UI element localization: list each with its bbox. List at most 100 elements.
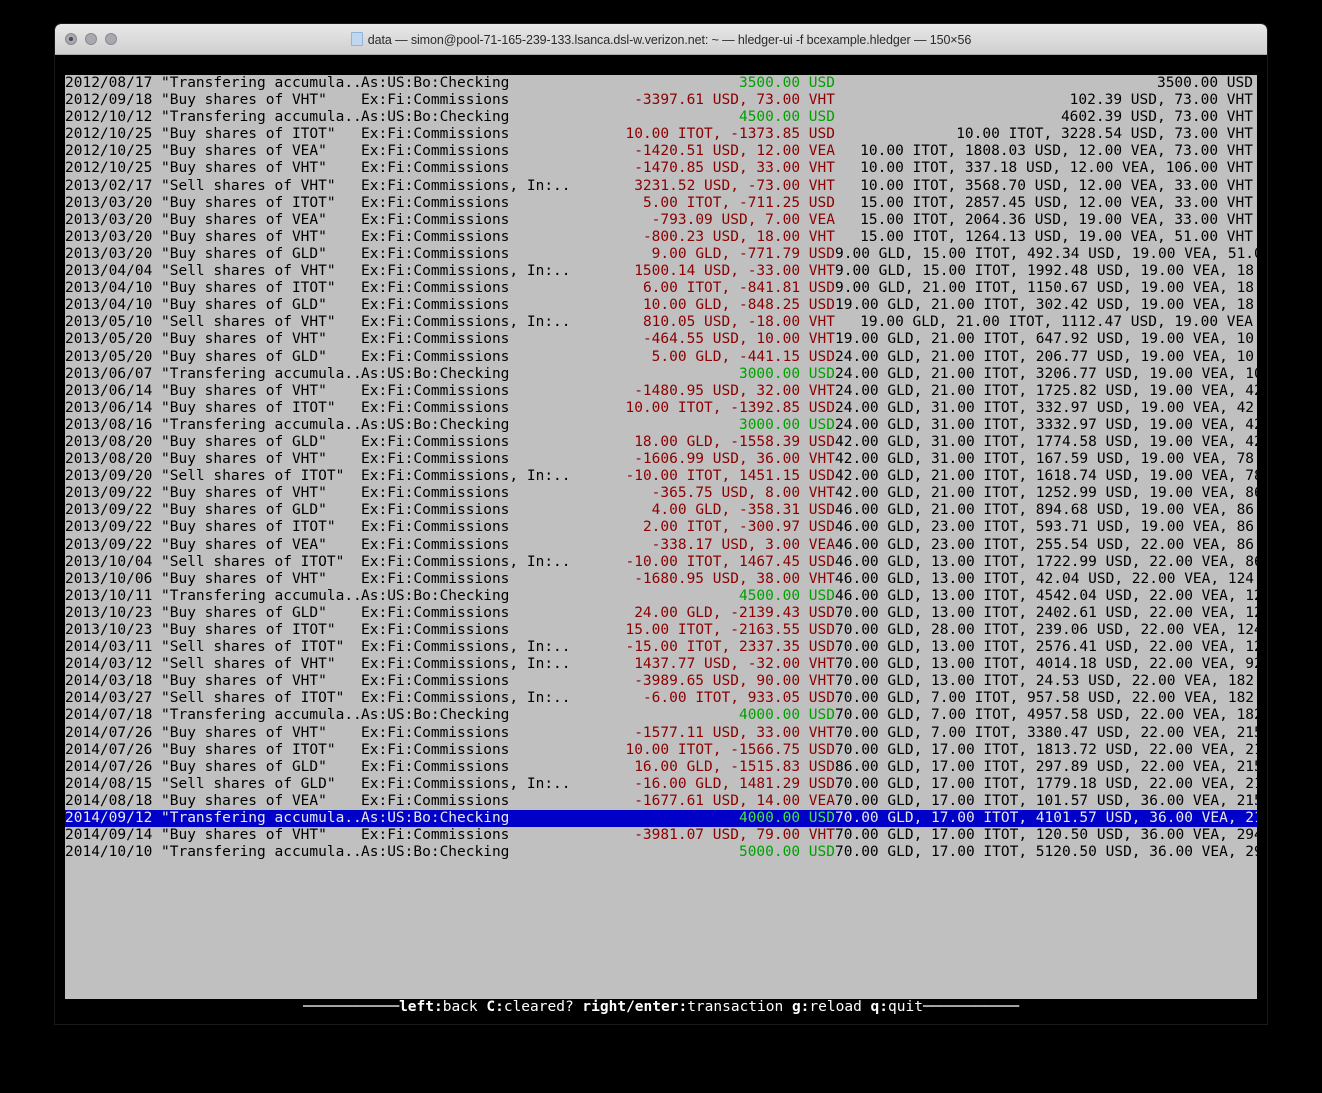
transaction-account: Ex:Fi:Commissions <box>361 280 510 297</box>
transaction-change: 4000.00 USD <box>738 810 835 827</box>
transaction-date: 2014/08/15 <box>65 775 153 792</box>
table-row[interactable]: 2014/10/10 "Transfering accumula..As:US:B… <box>65 844 1257 861</box>
transaction-account: Ex:Fi:Commissions, In:.. <box>361 263 571 280</box>
table-row[interactable]: 2013/09/22 "Buy shares of ITOT" Ex:Fi:Comm… <box>65 519 1257 536</box>
table-row[interactable]: 2014/03/12 "Sell shares of VHT" Ex:Fi:Comm… <box>65 656 1257 673</box>
transaction-account: Ex:Fi:Commissions <box>361 673 510 690</box>
table-row[interactable]: 2013/04/04 "Sell shares of VHT" Ex:Fi:Comm… <box>65 263 1257 280</box>
transaction-description: "Transfering accumula.. <box>161 587 362 604</box>
transaction-balance: 70.00 GLD, 17.00 ITOT, 1813.72 USD, 22.0… <box>835 741 1257 758</box>
minimize-button[interactable] <box>85 33 97 45</box>
transaction-change: -1680.95 USD, 38.00 VHT <box>634 570 835 587</box>
transaction-change: 6.00 ITOT, -841.81 USD <box>642 280 835 297</box>
transaction-account: Ex:Fi:Commissions, In:.. <box>361 639 571 656</box>
table-row[interactable]: 2014/07/26 "Buy shares of ITOT" Ex:Fi:Comm… <box>65 742 1257 759</box>
table-row[interactable]: 2014/03/11 "Sell shares of ITOT" Ex:Fi:Com… <box>65 639 1257 656</box>
table-row[interactable]: 2013/08/20 "Buy shares of VHT" Ex:Fi:Commi… <box>65 451 1257 468</box>
transaction-account: Ex:Fi:Commissions <box>361 92 510 109</box>
status-key[interactable]: C: <box>486 999 504 1015</box>
table-row[interactable]: 2013/10/04 "Sell shares of ITOT" Ex:Fi:Com… <box>65 554 1257 571</box>
transaction-description: "Buy shares of GLD" <box>161 348 327 365</box>
transaction-description: "Buy shares of VEA" <box>161 536 327 553</box>
table-row[interactable]: 2013/06/14 "Buy shares of VHT" Ex:Fi:Commi… <box>65 383 1257 400</box>
table-row[interactable]: 2014/07/18 "Transfering accumula..As:US:B… <box>65 707 1257 724</box>
table-row[interactable]: 2013/03/20 "Buy shares of VEA" Ex:Fi:Commi… <box>65 212 1257 229</box>
table-row[interactable]: 2013/03/20 "Buy shares of VHT" Ex:Fi:Commi… <box>65 229 1257 246</box>
transaction-change: 10.00 ITOT, -1392.85 USD <box>625 399 835 416</box>
transaction-balance: 9.00 GLD, 15.00 ITOT, 492.34 USD, 19.00 … <box>835 245 1257 262</box>
table-row[interactable]: 2012/10/25 "Buy shares of VHT" Ex:Fi:Commi… <box>65 160 1257 177</box>
table-row[interactable]: 2013/10/06 "Buy shares of VHT" Ex:Fi:Commi… <box>65 571 1257 588</box>
table-row[interactable]: 2013/05/10 "Sell shares of VHT" Ex:Fi:Comm… <box>65 314 1257 331</box>
transaction-date: 2014/03/11 <box>65 639 153 656</box>
transaction-change: 10.00 GLD, -848.25 USD <box>642 297 835 314</box>
transaction-account: Ex:Fi:Commissions <box>361 519 510 536</box>
zoom-button[interactable] <box>105 33 117 45</box>
table-row[interactable]: 2013/10/11 "Transfering accumula..As:US:B… <box>65 588 1257 605</box>
table-row[interactable]: 2013/10/23 "Buy shares of GLD" Ex:Fi:Commi… <box>65 605 1257 622</box>
status-spacer <box>862 999 871 1015</box>
table-row[interactable]: 2013/08/20 "Buy shares of GLD" Ex:Fi:Commi… <box>65 434 1257 451</box>
transaction-description: "Buy shares of GLD" <box>161 433 327 450</box>
transaction-change: 3231.52 USD, -73.00 VHT <box>634 177 835 194</box>
transaction-date: 2014/03/27 <box>65 690 153 707</box>
table-row[interactable]: 2013/03/20 "Buy shares of GLD" Ex:Fi:Commi… <box>65 246 1257 263</box>
table-row[interactable]: 2013/06/07 "Transfering accumula..As:US:B… <box>65 366 1257 383</box>
table-row[interactable]: 2012/10/25 "Buy shares of ITOT" Ex:Fi:Comm… <box>65 126 1257 143</box>
table-row[interactable]: 2013/08/16 "Transfering accumula..As:US:B… <box>65 417 1257 434</box>
table-row[interactable]: 2014/03/27 "Sell shares of ITOT" Ex:Fi:Com… <box>65 690 1257 707</box>
transaction-change: 18.00 GLD, -1558.39 USD <box>634 433 835 450</box>
transaction-balance: 102.39 USD, 73.00 VHT <box>1069 92 1253 109</box>
status-key[interactable]: right/enter: <box>582 999 688 1015</box>
status-key[interactable]: q: <box>870 999 889 1015</box>
table-row[interactable]: 2014/08/15 "Sell shares of GLD" Ex:Fi:Comm… <box>65 776 1257 793</box>
transaction-date: 2013/09/22 <box>65 502 153 519</box>
transaction-balance: 19.00 GLD, 21.00 ITOT, 647.92 USD, 19.00… <box>835 331 1257 348</box>
table-row[interactable]: 2013/05/20 "Buy shares of GLD" Ex:Fi:Commi… <box>65 349 1257 366</box>
transaction-description: "Buy shares of ITOT" <box>161 126 336 143</box>
transaction-balance: 15.00 ITOT, 2064.36 USD, 19.00 VEA, 33.0… <box>860 211 1253 228</box>
table-row[interactable]: 2013/03/20 "Buy shares of ITOT" Ex:Fi:Comm… <box>65 195 1257 212</box>
table-row[interactable]: 2013/06/14 "Buy shares of ITOT" Ex:Fi:Comm… <box>65 400 1257 417</box>
transaction-date: 2014/07/26 <box>65 741 153 758</box>
table-row[interactable]: 2012/10/12 "Transfering accumula..As:US:B… <box>65 109 1257 126</box>
table-row[interactable]: 2014/09/12 "Transfering accumula..As:US:B… <box>65 810 1257 828</box>
window-titlebar[interactable]: data — simon@pool-71-165-239-133.lsanca.… <box>55 24 1267 55</box>
terminal-body: ──────────────────────Assets:US:ETrade t… <box>55 55 1267 1024</box>
transaction-description: "Sell shares of VHT" <box>161 177 336 194</box>
table-row[interactable]: 2014/08/18 "Buy shares of VEA" Ex:Fi:Commi… <box>65 793 1257 810</box>
table-row[interactable]: 2013/09/22 "Buy shares of GLD" Ex:Fi:Commi… <box>65 502 1257 519</box>
status-key[interactable]: left: <box>399 999 443 1015</box>
table-row[interactable]: 2012/10/25 "Buy shares of VEA" Ex:Fi:Commi… <box>65 143 1257 160</box>
close-button[interactable] <box>65 33 77 45</box>
transaction-date: 2013/08/16 <box>65 416 153 433</box>
table-row[interactable]: 2013/04/10 "Buy shares of ITOT" Ex:Fi:Comm… <box>65 280 1257 297</box>
table-row[interactable]: 2014/09/14 "Buy shares of VHT" Ex:Fi:Commi… <box>65 827 1257 844</box>
transaction-date: 2013/08/20 <box>65 433 153 450</box>
transaction-balance: 70.00 GLD, 7.00 ITOT, 4957.58 USD, 22.00… <box>835 707 1257 724</box>
table-row[interactable]: 2013/05/20 "Buy shares of VHT" Ex:Fi:Commi… <box>65 331 1257 348</box>
table-row[interactable]: 2012/08/17 "Transfering accumula..As:US:B… <box>65 75 1257 92</box>
transactions-list[interactable]: 2012/08/17 "Transfering accumula..As:US:B… <box>65 75 1257 861</box>
transaction-balance: 46.00 GLD, 13.00 ITOT, 4542.04 USD, 22.0… <box>835 587 1257 604</box>
table-row[interactable]: 2014/07/26 "Buy shares of GLD" Ex:Fi:Commi… <box>65 759 1257 776</box>
status-key[interactable]: g: <box>791 999 810 1015</box>
table-row[interactable]: 2014/03/18 "Buy shares of VHT" Ex:Fi:Commi… <box>65 673 1257 690</box>
table-row[interactable]: 2013/09/22 "Buy shares of VHT" Ex:Fi:Commi… <box>65 485 1257 502</box>
table-row[interactable]: 2012/09/18 "Buy shares of VHT" Ex:Fi:Commi… <box>65 92 1257 109</box>
transaction-change: -1420.51 USD, 12.00 VEA <box>634 143 835 160</box>
transaction-date: 2013/09/22 <box>65 536 153 553</box>
transaction-balance: 70.00 GLD, 17.00 ITOT, 1779.18 USD, 22.0… <box>835 775 1257 792</box>
hledger-ui-screen: ──────────────────────Assets:US:ETrade t… <box>65 58 1257 1016</box>
transaction-description: "Buy shares of VHT" <box>161 827 327 844</box>
table-row[interactable]: 2014/07/26 "Buy shares of VHT" Ex:Fi:Commi… <box>65 725 1257 742</box>
window-title-text: data — simon@pool-71-165-239-133.lsanca.… <box>367 32 972 47</box>
transaction-balance: 70.00 GLD, 7.00 ITOT, 3380.47 USD, 22.00… <box>835 724 1257 741</box>
table-row[interactable]: 2013/10/23 "Buy shares of ITOT" Ex:Fi:Comm… <box>65 622 1257 639</box>
table-row[interactable]: 2013/09/20 "Sell shares of ITOT" Ex:Fi:Com… <box>65 468 1257 485</box>
transaction-balance: 70.00 GLD, 13.00 ITOT, 2576.41 USD, 22.0… <box>835 639 1257 656</box>
transaction-description: "Transfering accumula.. <box>161 365 362 382</box>
table-row[interactable]: 2013/04/10 "Buy shares of GLD" Ex:Fi:Commi… <box>65 297 1257 314</box>
table-row[interactable]: 2013/02/17 "Sell shares of VHT" Ex:Fi:Comm… <box>65 178 1257 195</box>
table-row[interactable]: 2013/09/22 "Buy shares of VEA" Ex:Fi:Commi… <box>65 537 1257 554</box>
